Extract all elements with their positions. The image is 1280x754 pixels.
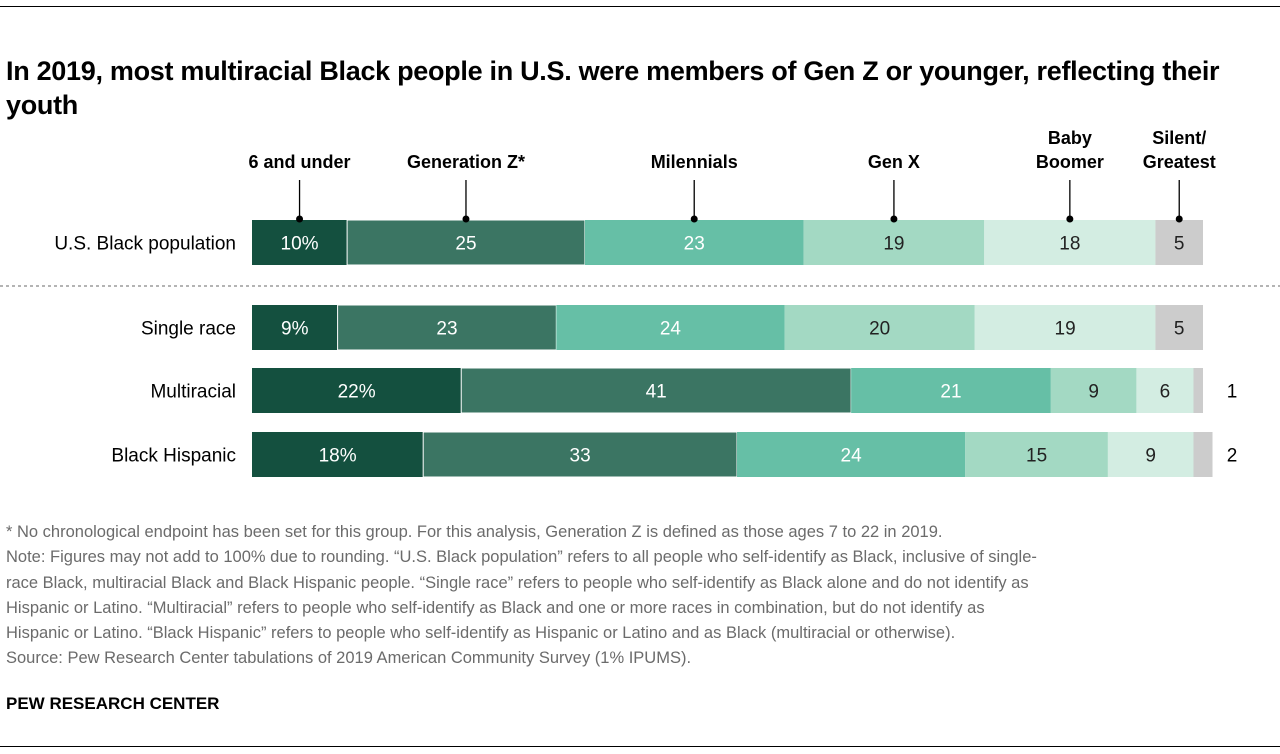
legend-label: Boomer <box>1036 152 1104 172</box>
legend-leader-dot <box>1175 215 1183 223</box>
top-rule <box>0 6 1280 7</box>
data-label: 9 <box>1088 382 1099 403</box>
bar-segment <box>1155 305 1203 350</box>
legend-leader-dot <box>462 215 470 223</box>
data-label: 18% <box>319 446 357 467</box>
data-label: 9% <box>281 319 309 340</box>
data-label: 22% <box>338 382 376 403</box>
bar-segment <box>965 432 1108 477</box>
bar-segment <box>784 305 975 350</box>
bar-segment <box>1050 368 1137 413</box>
data-label: 18 <box>1059 234 1080 255</box>
data-label: 10% <box>281 234 319 255</box>
legend-label: Silent/ <box>1152 128 1206 148</box>
data-label: 19 <box>1055 319 1076 340</box>
category-label: Multiracial <box>150 382 236 403</box>
footnote: * No chronological endpoint has been set… <box>6 523 943 541</box>
brand-logo-text: PEW RESEARCH CENTER <box>6 694 220 713</box>
legend-leader-dot <box>890 215 898 223</box>
bar-segment <box>584 220 804 265</box>
notes: * No chronological endpoint has been set… <box>6 520 1276 672</box>
data-label: 23 <box>436 319 457 340</box>
category-label: Black Hispanic <box>111 446 236 467</box>
data-label: 9 <box>1145 446 1156 467</box>
bar-segment <box>984 220 1156 265</box>
data-label: 24 <box>841 446 863 467</box>
note-line: Hispanic or Latino. “Black Hispanic” ref… <box>6 624 956 643</box>
data-label: 21 <box>940 382 961 403</box>
note-line: Hispanic or Latino. “Multiracial” refers… <box>6 598 985 617</box>
bar-segment <box>1193 368 1203 413</box>
chart-title: In 2019, most multiracial Black people i… <box>6 56 1220 120</box>
legend-leader-dot <box>296 215 304 223</box>
bar-segment <box>851 368 1051 413</box>
bottom-rule <box>0 746 1280 747</box>
bar-segment <box>803 220 985 265</box>
source: Source: Pew Research Center tabulations … <box>6 649 692 668</box>
bar-segment <box>460 367 852 414</box>
legend-label: Greatest <box>1143 152 1216 172</box>
legend-leader-dot <box>690 215 698 223</box>
data-label: 25 <box>455 234 476 255</box>
data-label: 2 <box>1227 446 1238 467</box>
legend-leader-dot <box>1066 215 1074 223</box>
bar-segment <box>1155 220 1203 265</box>
bar-segment <box>337 304 557 351</box>
data-label: 15 <box>1026 446 1047 467</box>
bar-segment <box>1193 432 1213 477</box>
data-label: 23 <box>684 234 705 255</box>
bar-segment <box>1107 432 1194 477</box>
bar-segment <box>252 220 348 265</box>
bar-segment <box>346 219 586 266</box>
bar-segment <box>252 305 338 350</box>
bar-segment <box>252 432 424 477</box>
legend-label: Gen X <box>868 152 920 172</box>
data-label: 6 <box>1160 382 1171 403</box>
category-label: U.S. Black population <box>54 234 236 255</box>
data-label: 5 <box>1174 234 1185 255</box>
data-label: 41 <box>646 382 667 403</box>
bar-segment <box>974 305 1156 350</box>
data-label: 24 <box>660 319 682 340</box>
data-label: 33 <box>570 446 591 467</box>
data-label: 1 <box>1227 382 1238 403</box>
note-line: race Black, multiracial Black and Black … <box>6 573 1029 592</box>
bar-segment <box>1136 368 1194 413</box>
data-label: 20 <box>869 319 890 340</box>
data-label: 5 <box>1174 319 1185 340</box>
legend-label: Generation Z* <box>407 152 525 172</box>
category-label: Single race <box>141 319 236 340</box>
note-line: Note: Figures may not add to 100% due to… <box>6 548 1037 567</box>
bar-segment <box>556 305 785 350</box>
legend-label: Milennials <box>651 152 738 172</box>
bar-segment <box>737 432 966 477</box>
data-label: 19 <box>883 234 904 255</box>
legend-label: Baby <box>1048 128 1092 148</box>
legend-label: 6 and under <box>249 152 351 172</box>
bar-segment <box>252 368 462 413</box>
